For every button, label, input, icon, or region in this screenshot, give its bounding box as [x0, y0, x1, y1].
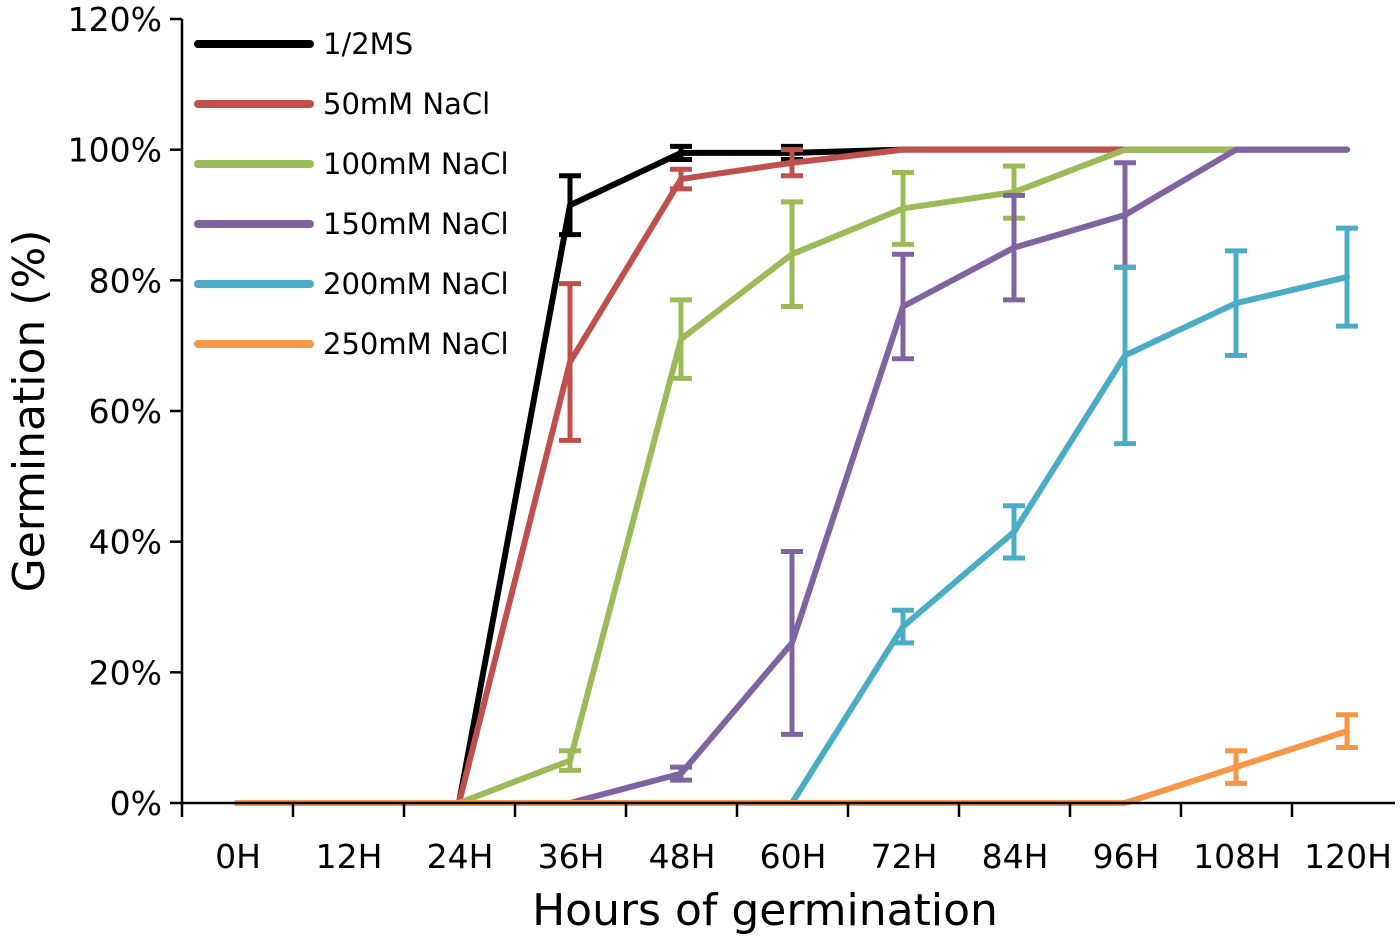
- x-tick-label: 108H: [1193, 837, 1281, 876]
- plot-area: [234, 143, 1358, 806]
- x-tick-label: 72H: [871, 837, 938, 876]
- error-bar: [892, 170, 914, 247]
- legend-label: 1/2MS: [323, 27, 413, 61]
- legend-item: 1/2MS: [194, 27, 413, 61]
- error-bar: [559, 748, 581, 773]
- y-tick-label: 60%: [89, 392, 162, 431]
- error-bar: [1225, 748, 1247, 786]
- y-tick-label: 120%: [68, 0, 162, 39]
- y-tick-label: 40%: [89, 523, 162, 562]
- x-tick-label: 96H: [1093, 837, 1160, 876]
- axes: 0% 20% 40% 60% 80% 100% 120% 0H 12H 24H 36H 48H 60H…: [68, 0, 1395, 876]
- legend-label: 200mM NaCl: [323, 267, 509, 301]
- x-tick-label: 24H: [427, 837, 494, 876]
- legend-item: 200mM NaCl: [194, 267, 509, 301]
- error-bar: [670, 297, 692, 381]
- error-bar: [781, 548, 803, 737]
- x-tick-label: 60H: [760, 837, 827, 876]
- series-line: [234, 728, 1350, 806]
- x-tick-label: 12H: [316, 837, 383, 876]
- x-tick-label: 0H: [215, 837, 261, 876]
- error-bar: [1114, 264, 1136, 447]
- y-tick-label: 20%: [89, 653, 162, 692]
- legend-label: 250mM NaCl: [323, 327, 509, 361]
- x-axis-ticks: 0H 12H 24H 36H 48H 60H 72H 84H 96H 108H 120H: [180, 803, 1392, 876]
- error-bar: [892, 251, 914, 362]
- legend-label: 100mM NaCl: [323, 147, 509, 181]
- y-tick-label: 80%: [89, 261, 162, 300]
- x-tick-label: 36H: [538, 837, 605, 876]
- error-bar: [670, 166, 692, 192]
- x-axis-title: Hours of germination: [532, 885, 998, 936]
- y-axis-title: Germination (%): [4, 230, 55, 593]
- legend-item: 50mM NaCl: [194, 87, 490, 121]
- legend-item: 250mM NaCl: [194, 327, 509, 361]
- error-bar: [1225, 248, 1247, 358]
- legend: 1/2MS 50mM NaCl 100mM NaCl 150mM NaCl 200mM …: [194, 27, 509, 361]
- legend-label: 50mM NaCl: [323, 87, 490, 121]
- x-tick-label: 48H: [649, 837, 716, 876]
- legend-item: 150mM NaCl: [194, 207, 509, 241]
- x-tick-label: 84H: [982, 837, 1049, 876]
- error-bar: [670, 143, 692, 162]
- error-bar: [1336, 712, 1358, 750]
- y-tick-label: 0%: [110, 784, 162, 823]
- legend-item: 100mM NaCl: [194, 147, 509, 181]
- error-bar: [1336, 225, 1358, 329]
- error-bar: [1003, 192, 1025, 303]
- error-bar: [559, 173, 581, 238]
- error-bar: [670, 764, 692, 783]
- error-bar: [781, 147, 803, 179]
- error-bar: [1003, 503, 1025, 561]
- y-tick-label: 100%: [68, 131, 162, 170]
- error-bar: [781, 199, 803, 309]
- y-axis-ticks: 0% 20% 40% 60% 80% 100% 120%: [68, 0, 182, 823]
- legend-label: 150mM NaCl: [323, 207, 509, 241]
- series-5: [234, 225, 1358, 806]
- x-tick-label: 120H: [1304, 837, 1392, 876]
- error-bar: [892, 607, 914, 646]
- error-bar: [559, 281, 581, 443]
